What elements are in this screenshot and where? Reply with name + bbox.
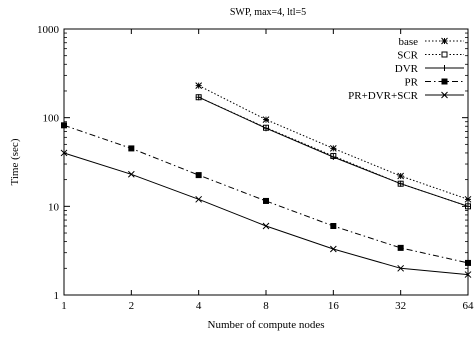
series-layer: [60, 82, 472, 278]
data-point-cross: [464, 271, 472, 278]
data-point-asterisk: [195, 82, 203, 89]
data-point-filled-square: [441, 78, 448, 85]
data-point-cross: [195, 195, 203, 203]
legend-item: PR: [405, 77, 464, 89]
legend-label: PR: [405, 77, 419, 89]
x-tick-label: 1: [61, 300, 67, 312]
series-line: [198, 96, 469, 207]
chart-title: SWP, max=4, ltl=5: [230, 7, 306, 18]
legend-label: PR+DVR+SCR: [348, 90, 419, 102]
data-point-cross: [329, 245, 337, 253]
x-tick-label: 8: [263, 300, 269, 312]
data-point-cross: [397, 264, 405, 272]
series-line: [63, 124, 469, 264]
x-axis-label: Number of compute nodes: [208, 319, 325, 331]
series-dvr: [195, 94, 471, 210]
data-point-open-square: [441, 51, 448, 58]
y-tick-label: 100: [43, 113, 60, 125]
data-point-plus: [397, 180, 404, 187]
legend-label: DVR: [395, 63, 419, 75]
data-point-plus: [195, 94, 202, 101]
data-point-cross: [262, 222, 270, 230]
x-tick-label: 2: [129, 300, 135, 312]
y-tick-label: 1: [54, 290, 60, 302]
y-tick-label: 10: [48, 201, 60, 213]
data-point-asterisk: [441, 37, 448, 45]
y-tick-label: 1000: [37, 24, 60, 36]
series-pr: [61, 122, 471, 266]
y-axis: 1 10 100 1000: [37, 24, 468, 302]
series-scr: [195, 94, 471, 210]
legend-item: base: [398, 36, 464, 48]
series-pr-dvr-scr: [60, 149, 472, 278]
data-point-filled-square: [330, 223, 337, 230]
y-axis-label: Time (sec): [9, 138, 21, 185]
legend-item: SCR: [397, 50, 464, 62]
data-point-plus: [330, 154, 337, 161]
series-line: [63, 152, 469, 276]
x-tick-label: 64: [463, 300, 474, 312]
x-axis: 1 2 4 8 16 32 64: [61, 29, 474, 312]
x-tick-label: 32: [395, 300, 406, 312]
data-point-asterisk: [397, 172, 405, 180]
data-point-filled-square: [61, 122, 67, 129]
data-point-filled-square: [195, 172, 202, 179]
data-point-filled-square: [397, 244, 404, 251]
x-tick-label: 16: [328, 300, 340, 312]
data-point-asterisk: [329, 145, 337, 152]
series-line: [198, 85, 469, 200]
data-point-plus: [263, 125, 269, 132]
data-point-filled-square: [465, 259, 471, 266]
data-point-filled-square: [263, 197, 269, 204]
data-point-plus: [441, 65, 448, 71]
series-base: [195, 82, 472, 203]
data-point-asterisk: [464, 195, 472, 203]
data-point-asterisk: [262, 116, 270, 123]
data-point-cross: [441, 91, 448, 99]
data-point-cross: [60, 149, 68, 157]
x-tick-label: 4: [196, 300, 202, 312]
data-point-cross: [127, 170, 135, 178]
data-point-filled-square: [128, 145, 135, 152]
data-point-plus: [465, 203, 471, 210]
legend-label: base: [398, 36, 418, 48]
legend-label: SCR: [397, 50, 418, 62]
legend-item: PR+DVR+SCR: [348, 90, 464, 102]
legend-item: DVR: [395, 63, 464, 75]
series-line: [198, 96, 469, 207]
